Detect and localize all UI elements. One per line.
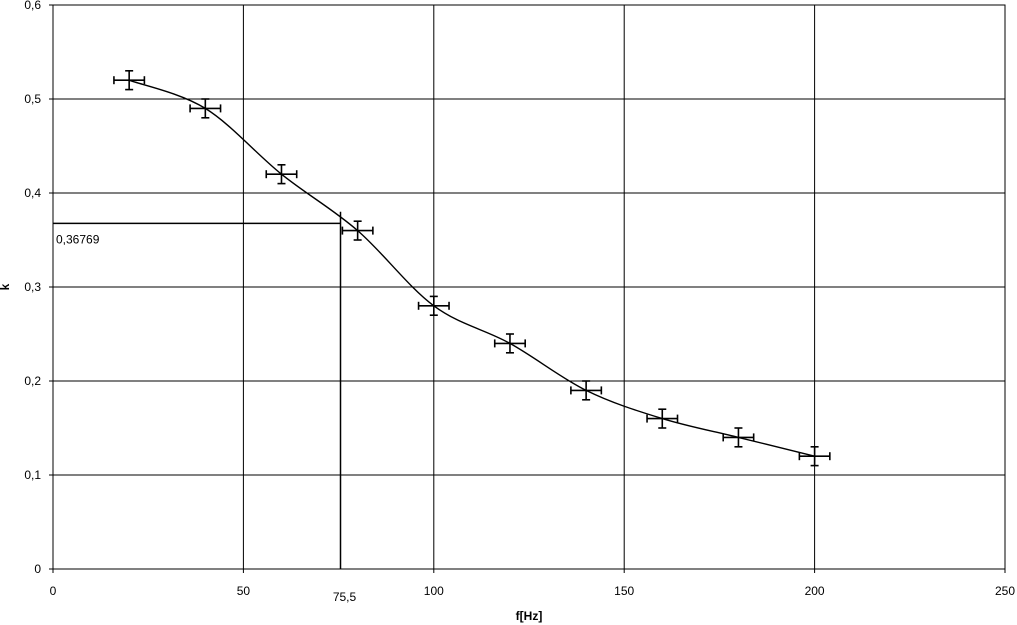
y-tick-label: 0 (34, 562, 41, 576)
reference-value-label: 0,36769 (56, 232, 100, 246)
y-axis-label: k (0, 283, 12, 290)
annotations: 0,36769 75,5 (53, 211, 357, 604)
data-point (493, 333, 526, 354)
y-axis-ticks: 0 0,1 0,2 0,3 0,4 0,5 0,6 (24, 0, 53, 576)
data-point (570, 380, 603, 401)
x-tick-label: 100 (424, 584, 444, 598)
trend-curve (128, 79, 815, 457)
data-point (189, 98, 222, 119)
y-tick-label: 0,2 (24, 374, 41, 388)
x-axis-label: f[Hz] (516, 609, 543, 623)
data-point (265, 164, 298, 185)
x-axis-ticks: 0 50 100 150 200 250 (50, 569, 1015, 598)
data-point (722, 427, 755, 448)
y-tick-label: 0,3 (24, 280, 41, 294)
x-tick-label: 150 (614, 584, 634, 598)
y-tick-label: 0,6 (24, 0, 41, 12)
y-tick-label: 0,5 (24, 92, 41, 106)
x-tick-label: 200 (805, 584, 825, 598)
x-tick-label: 250 (995, 584, 1015, 598)
data-points (113, 70, 831, 467)
data-point (646, 408, 679, 429)
data-point (113, 70, 146, 91)
y-tick-label: 0,1 (24, 468, 41, 482)
data-point (798, 445, 831, 467)
reference-x-label: 75,5 (333, 590, 357, 604)
x-tick-label: 0 (50, 584, 57, 598)
data-point (417, 295, 450, 317)
x-tick-label: 50 (237, 584, 251, 598)
y-tick-label: 0,4 (24, 186, 41, 200)
data-point (341, 220, 374, 241)
gridlines (53, 5, 1005, 569)
